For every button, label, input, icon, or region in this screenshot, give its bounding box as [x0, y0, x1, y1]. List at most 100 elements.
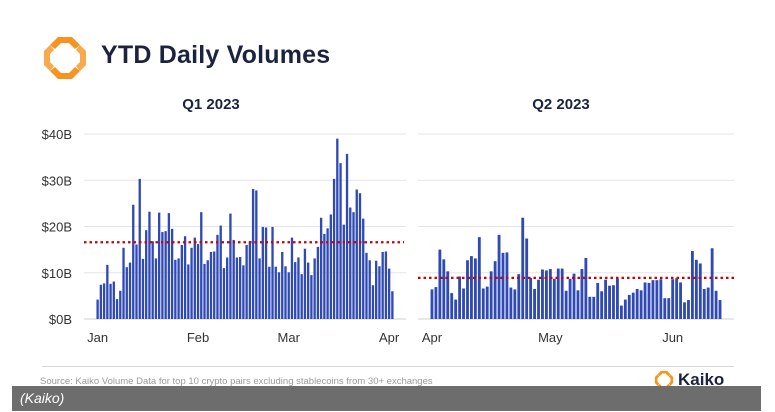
q1-bar — [251, 189, 255, 319]
q2-bar — [659, 279, 663, 319]
q2-bar — [631, 292, 635, 319]
q2-bar — [714, 290, 718, 319]
q2-x-tick-label: Jun — [662, 330, 683, 345]
source-note: Source: Kaiko Volume Data for top 10 cry… — [40, 376, 433, 387]
q2-bar — [537, 279, 540, 319]
q1-bar — [170, 228, 174, 319]
q1-bar — [187, 264, 190, 319]
q2-bar — [470, 256, 473, 319]
q1-bar — [297, 257, 300, 319]
image-credit-bar: (Kaiko) — [12, 386, 761, 411]
q1-bar — [154, 258, 158, 319]
q1-bar — [138, 178, 141, 319]
q1-y-tick-label: $10B — [42, 266, 72, 281]
q1-x-tick-label: Apr — [379, 330, 400, 345]
q2-bar — [430, 289, 434, 319]
kaiko-logo-icon — [44, 37, 86, 79]
q2-bar — [675, 278, 679, 319]
q1-y-tick-label: $20B — [42, 220, 72, 235]
q2-bar — [619, 305, 623, 319]
q1-bar — [329, 214, 333, 319]
q1-bar — [268, 266, 271, 319]
q1-bar — [141, 258, 145, 319]
q1-bar — [151, 241, 154, 319]
q1-bar — [102, 283, 106, 319]
q1-y-tick-label: $0B — [49, 312, 72, 327]
q2-bar — [655, 280, 659, 319]
q1-bar — [180, 245, 184, 319]
q1-bar — [274, 266, 277, 319]
image-credit: (Kaiko) — [20, 390, 65, 406]
q1-bar — [216, 234, 219, 319]
q2-bar — [612, 285, 615, 319]
q2-bar — [473, 258, 477, 319]
q1-bar — [342, 224, 345, 319]
q1-bar — [106, 264, 109, 319]
q1-bar — [148, 211, 151, 319]
q1-bar — [122, 247, 125, 319]
q2-bar — [604, 279, 608, 319]
q2-bar — [576, 290, 580, 319]
q1-bar — [226, 257, 229, 319]
q2-bar — [489, 271, 493, 319]
brand-footer: Kaiko — [654, 370, 724, 390]
q2-bar — [497, 234, 501, 319]
q1-bar — [355, 189, 358, 319]
q2-bar — [466, 260, 469, 319]
q2-bar — [592, 296, 596, 319]
q2-bar — [588, 296, 592, 319]
q1-bar — [238, 257, 242, 319]
q2-bar — [584, 257, 588, 319]
q2-bar — [663, 298, 667, 319]
q2-bar — [529, 277, 533, 319]
q1-bar — [387, 268, 391, 319]
q1-bar — [174, 259, 177, 319]
q1-x-tick-label: Feb — [187, 330, 209, 345]
q1-bar — [99, 284, 103, 319]
q2-bar — [690, 251, 694, 319]
q2-bar — [544, 270, 548, 319]
q1-bar — [300, 274, 303, 319]
q1-bar — [381, 251, 384, 319]
q1-bar — [96, 299, 99, 319]
q1-bar — [229, 213, 232, 319]
q1-bar — [332, 178, 336, 319]
q1-bar — [358, 193, 362, 319]
q2-bar — [556, 268, 560, 319]
q2-bar — [560, 268, 564, 319]
q1-bar — [316, 246, 320, 319]
q2-bar — [710, 248, 714, 319]
q2-bar — [643, 282, 647, 319]
q2-bar — [600, 291, 604, 319]
q2-bar — [505, 252, 509, 319]
q1-bar — [164, 231, 167, 319]
q1-bar — [349, 207, 352, 319]
q2-bar — [596, 282, 600, 319]
q1-bar — [177, 258, 180, 319]
q1-bar — [258, 258, 261, 319]
q1-bar — [362, 218, 365, 319]
q1-x-tick-label: Jan — [87, 330, 108, 345]
q1-bar — [196, 244, 200, 319]
q1-bar — [206, 260, 209, 319]
q1-bar — [310, 275, 313, 319]
q2-bar — [438, 249, 442, 319]
q1-bar — [157, 212, 161, 319]
q1-bar — [271, 226, 274, 319]
q2-bar — [450, 293, 454, 319]
q1-bar — [294, 262, 297, 319]
q1-bar — [384, 251, 388, 319]
q2-bar — [635, 288, 639, 319]
q1-bar — [203, 263, 206, 319]
q1-bar — [378, 266, 381, 319]
q2-bar — [548, 269, 552, 319]
q2-bar — [485, 286, 489, 319]
q1-bar — [209, 251, 213, 319]
q1-bar — [323, 233, 326, 319]
q1-bar — [313, 258, 316, 319]
q2-bar — [616, 278, 619, 319]
q2-bar — [517, 274, 521, 319]
q2-bar — [651, 280, 655, 319]
q1-bar — [183, 236, 187, 319]
